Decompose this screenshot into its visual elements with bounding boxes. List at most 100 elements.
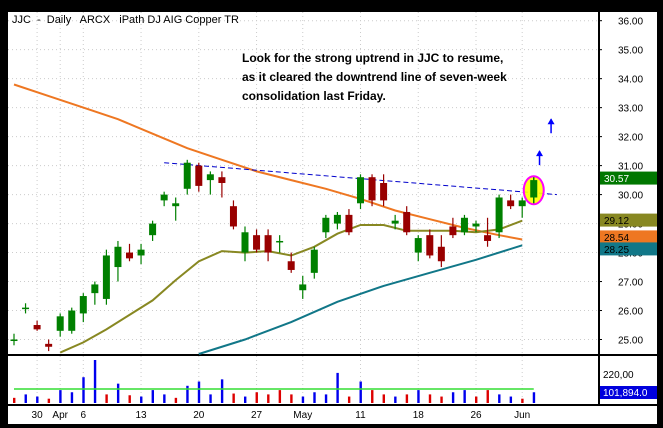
candle-body [68,310,76,331]
volume-bar [24,394,27,403]
candle [495,194,503,239]
volume-bar [174,397,178,403]
date-tick-label: 18 [413,410,425,421]
candle-body [183,162,191,189]
volume-bar [105,394,108,403]
volume-bar [209,394,212,403]
volume-bar [463,390,466,403]
price-label-bg [600,230,657,244]
volume-bar [336,372,339,403]
candle [264,229,272,262]
volume-bar [255,392,258,403]
candle-body [310,249,318,273]
candle-body [380,183,388,201]
date-tick-label: 11 [355,410,366,421]
candle [91,281,99,305]
candle [45,339,53,352]
moving-average-line-ma_teal [198,244,523,355]
volume-bar [163,394,166,403]
candle [149,220,157,241]
volume-bar [521,398,524,403]
candle-body [368,177,376,201]
moving-average-line-ma_orange [13,83,523,241]
candle [403,206,411,236]
volume-bar [324,394,328,403]
candle [368,174,376,207]
candle-body [195,165,203,186]
volume-bar [290,394,293,403]
candle-body [357,177,364,204]
candle [253,229,261,253]
candle [172,197,180,221]
candle [345,209,353,236]
volume-bar [128,395,131,403]
up-arrow [547,118,555,134]
date-tick-label: Apr [52,410,68,421]
candle [414,235,422,262]
date-tick-label: May [293,410,312,421]
price-tick-labels: 25.0026.0027.0028.0029.0030.0031.0032.00… [598,17,643,347]
candle [56,313,64,337]
candle-body [79,296,87,314]
header-description: iPath DJ AIG Copper TR [119,14,239,26]
volume-bar [532,392,536,403]
candle [206,171,214,195]
candle [68,307,76,334]
candle [126,243,133,262]
volume-bar [475,396,478,403]
candle-body [241,232,249,253]
volume-bar [405,394,409,403]
candle-body [414,238,422,253]
price-tick-label: 27.00 [618,278,643,289]
volume-bar [197,381,201,403]
candle-body [253,235,261,250]
candle [391,214,399,230]
candle [484,217,492,247]
candle-body [426,235,434,256]
price-tick-label: 33.00 [618,104,643,115]
price-label-bg [600,213,657,227]
price-label-bg [600,242,657,256]
candle [507,194,515,210]
price-tick-label: 35.00 [618,46,643,57]
candle-body [484,235,492,241]
up-arrow [536,150,544,166]
candle [160,191,168,207]
candle-body [126,252,133,259]
price-label: 28.54 [600,230,657,244]
candle [322,214,330,239]
volume-bar [498,394,501,403]
candle [310,246,318,279]
volume-bar [36,396,39,403]
candle-body [403,211,411,233]
candle-body [460,217,468,233]
date-tick-labels: 30 Apr 6 13 20 27 May 11 18 26 Jun [32,410,531,421]
price-tick-label: 26.00 [618,307,643,318]
volume-last-label-bg [600,386,657,399]
price-label-text: 30.57 [604,174,629,185]
candle-body [160,194,168,201]
volume-bar [186,385,189,403]
date-tick-label: 13 [135,410,147,421]
header-symbol: JJC [12,14,31,26]
candle-body [299,284,307,291]
volume-last-label: 101,894.0 [603,388,648,399]
candle [241,226,249,262]
candle [449,217,457,239]
candle [380,174,388,207]
price-tick-label: 32.00 [618,133,643,144]
candle [114,240,122,282]
price-tick-label: 34.00 [618,75,643,86]
candle-body [264,235,272,253]
volume-bar [220,379,224,403]
date-tick-label: 6 [81,410,87,421]
volume-bar [509,396,513,403]
date-tick-label: 20 [193,410,205,421]
candle [437,235,445,268]
volume-bar [486,390,489,403]
candle-body [449,226,457,236]
chart-header: JJC - Daily ARCX iPath DJ AIG Copper TR [12,14,239,26]
date-tick-label: Jun [514,410,530,421]
candle-body [172,203,180,207]
